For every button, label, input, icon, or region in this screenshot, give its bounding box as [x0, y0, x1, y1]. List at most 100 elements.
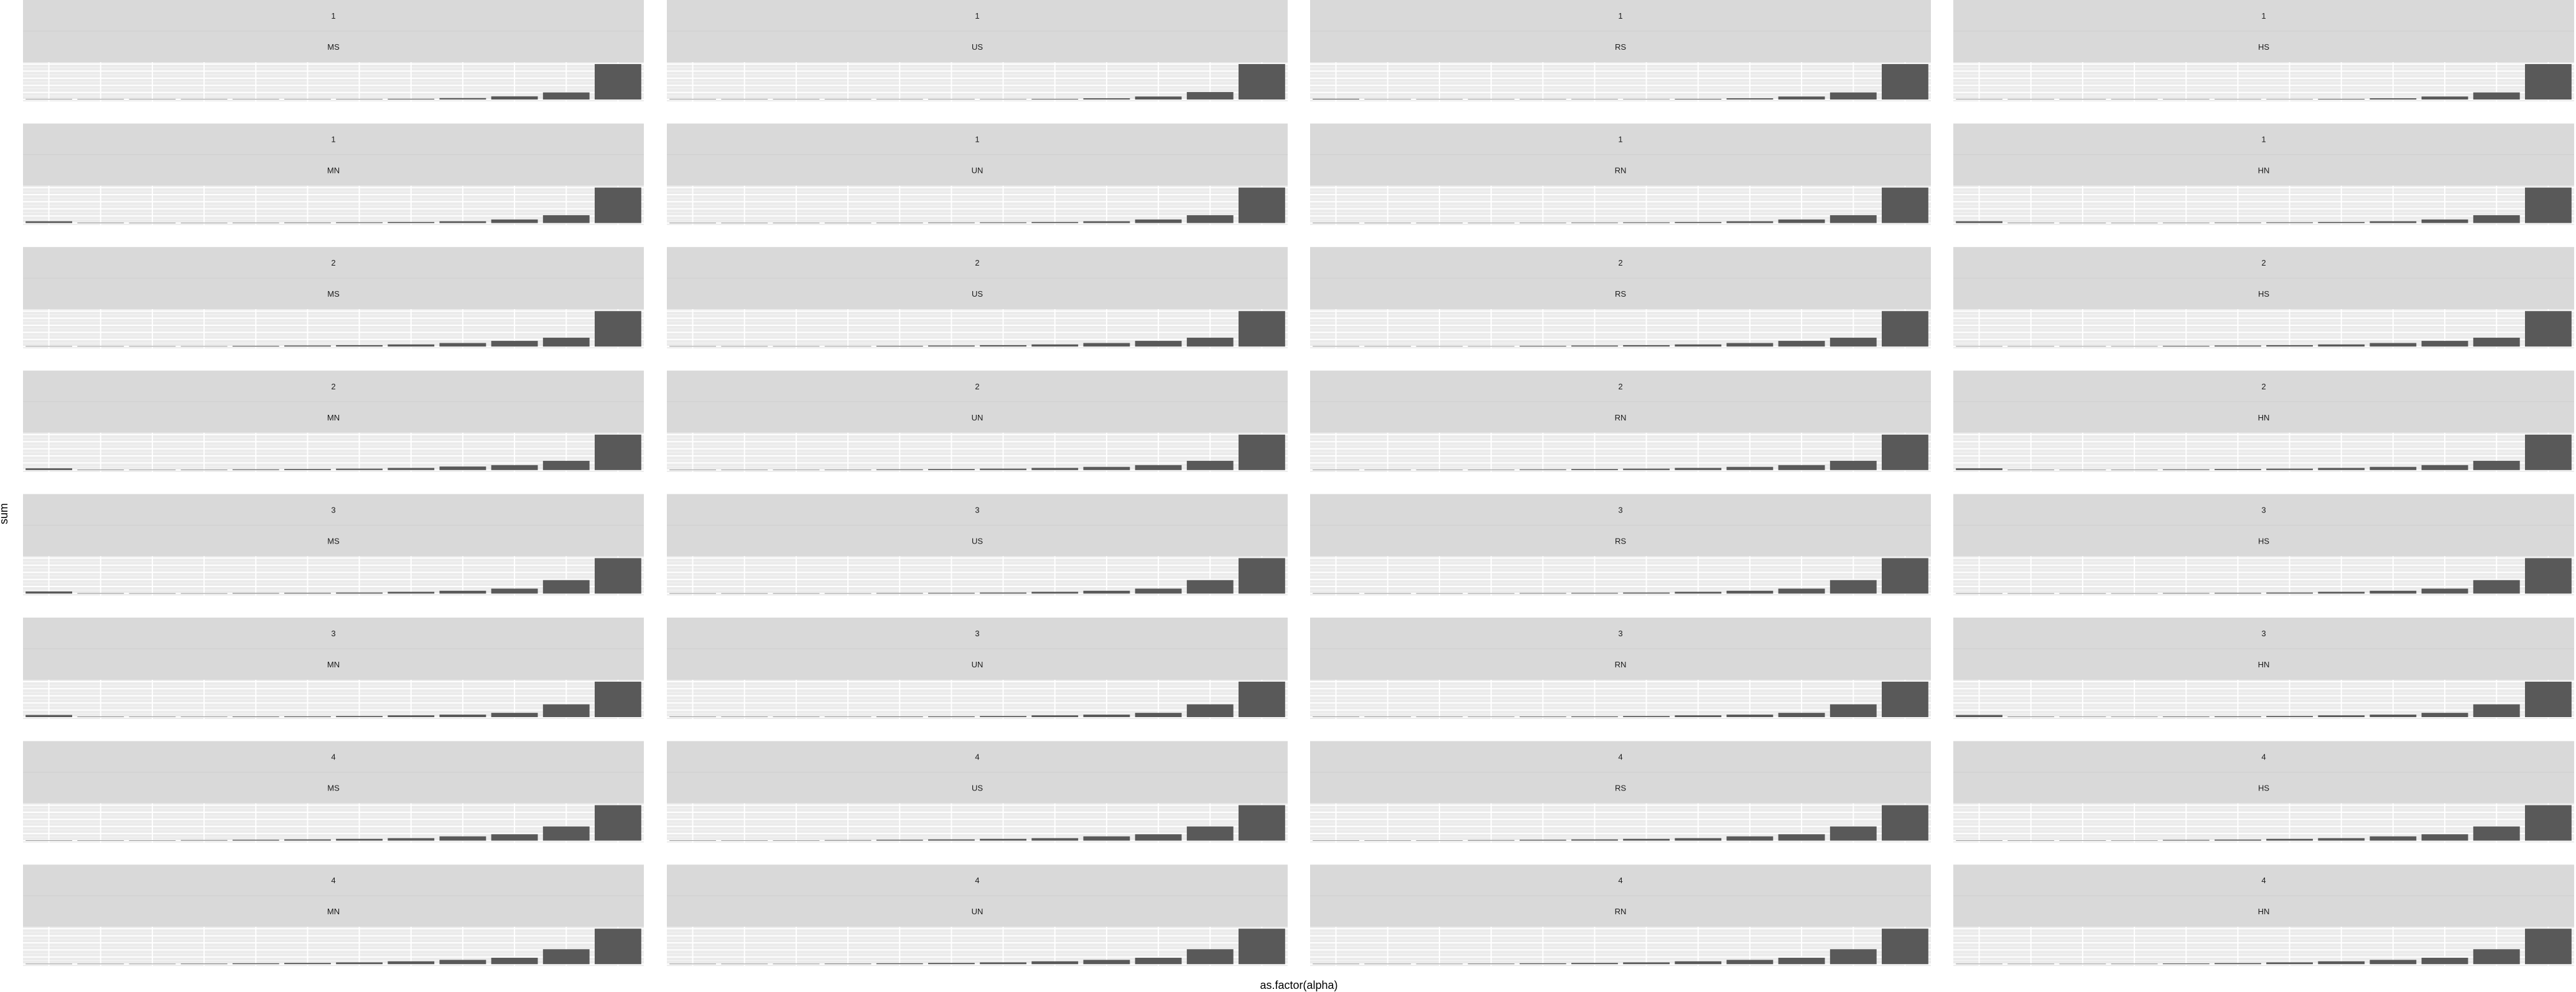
facet-panel: 2 RS [1310, 247, 1931, 349]
bar [1135, 96, 1182, 100]
facet-strip-row [1310, 618, 1931, 649]
facet-strip-row-label: 3 [1618, 629, 1622, 638]
bar [1830, 337, 1877, 347]
bar [388, 468, 435, 470]
facet-strip-col-label: MS [327, 42, 340, 52]
facet-panel: 3 US [667, 494, 1288, 596]
bar [26, 840, 73, 841]
facet-strip-row [23, 123, 644, 155]
bar [824, 346, 872, 347]
facet-panel: 4 US [667, 741, 1288, 843]
bar [1135, 465, 1182, 470]
bar [1726, 715, 1774, 717]
facet-strip-row-label: 4 [1618, 753, 1622, 762]
bar [1416, 716, 1463, 717]
bar [1135, 588, 1182, 594]
facet-strip-col-label: RN [1615, 166, 1627, 175]
bar [1623, 222, 1670, 223]
bar [336, 468, 383, 470]
bar [1186, 704, 1234, 717]
bar [1238, 311, 1285, 347]
bar [2007, 593, 2055, 594]
facet-strip-col [23, 401, 644, 433]
bar [2369, 466, 2417, 470]
facet-strip-row [1953, 123, 2574, 155]
bar [542, 215, 590, 223]
bar [1031, 715, 1079, 717]
bar [1031, 468, 1079, 470]
bar [928, 839, 975, 841]
bar [336, 99, 383, 100]
facet-strip-col-label: HS [2258, 42, 2269, 52]
bar [721, 593, 768, 594]
bar [1135, 219, 1182, 223]
facet-strip-row [667, 618, 1288, 649]
facet-panel: 1 MS [23, 0, 644, 101]
bar [491, 957, 538, 965]
bar [594, 311, 641, 347]
bar [336, 222, 383, 223]
facet-strip-col [1953, 896, 2574, 927]
bar [2266, 468, 2313, 470]
bar [1083, 960, 1130, 965]
bar [439, 836, 486, 841]
facet-strip-col [1310, 31, 1931, 62]
bar [928, 345, 975, 347]
facet-strip-col-label: UN [972, 166, 983, 175]
facet-strip-col-label: HN [2258, 413, 2270, 422]
bar [1364, 963, 1411, 965]
bar [773, 963, 820, 965]
bar [824, 716, 872, 717]
bar [1364, 840, 1411, 841]
facet-strip-row [1310, 741, 1931, 772]
bar [2162, 593, 2210, 594]
bar [594, 805, 641, 841]
bar [1083, 98, 1130, 100]
facet-strip-row-label: 3 [2261, 629, 2266, 638]
bar [2318, 344, 2365, 347]
facet-strip-col-label: RS [1615, 536, 1626, 545]
facet-strip-row [23, 865, 644, 896]
facet-strip-col [23, 772, 644, 804]
facet-strip-col [23, 31, 644, 62]
bar [2318, 98, 2365, 100]
bar [232, 593, 279, 594]
facet-panel: 4 MN [23, 865, 644, 967]
bar [1830, 704, 1877, 717]
facet-strip-col-label: US [972, 784, 983, 793]
bar [773, 716, 820, 717]
facet-strip-row-label: 3 [331, 505, 335, 514]
bar [773, 346, 820, 347]
bar [129, 716, 176, 717]
bar [1083, 221, 1130, 223]
bar [336, 962, 383, 965]
facet-strip-col-label: MS [327, 536, 340, 545]
bar [1519, 963, 1566, 965]
facet-strip-row [667, 247, 1288, 279]
bar [1519, 716, 1566, 717]
bar [336, 592, 383, 594]
bar [1956, 593, 2003, 594]
facet-strip-row-label: 1 [1618, 11, 1622, 21]
bar [180, 346, 228, 347]
bar [1571, 963, 1618, 965]
bar [1623, 838, 1670, 841]
bar [2318, 838, 2365, 841]
bar [129, 593, 176, 594]
bar [1364, 716, 1411, 717]
facet-panel: 2 MN [23, 370, 644, 472]
facet-strip-row [23, 370, 644, 402]
bar [594, 929, 641, 965]
facet-panel: 3 RS [1310, 494, 1931, 596]
facet-strip-row [1953, 741, 2574, 772]
facet-strip-col [667, 401, 1288, 433]
bar [2369, 960, 2417, 965]
facet-panel: 2 HS [1953, 247, 2574, 349]
bar [2007, 963, 2055, 965]
bar [928, 99, 975, 100]
facet-strip-row [1310, 370, 1931, 402]
bar [26, 591, 73, 594]
bar [1186, 337, 1234, 347]
facet-strip-row-label: 3 [1618, 505, 1622, 514]
facet-strip-row-label: 1 [975, 11, 979, 21]
